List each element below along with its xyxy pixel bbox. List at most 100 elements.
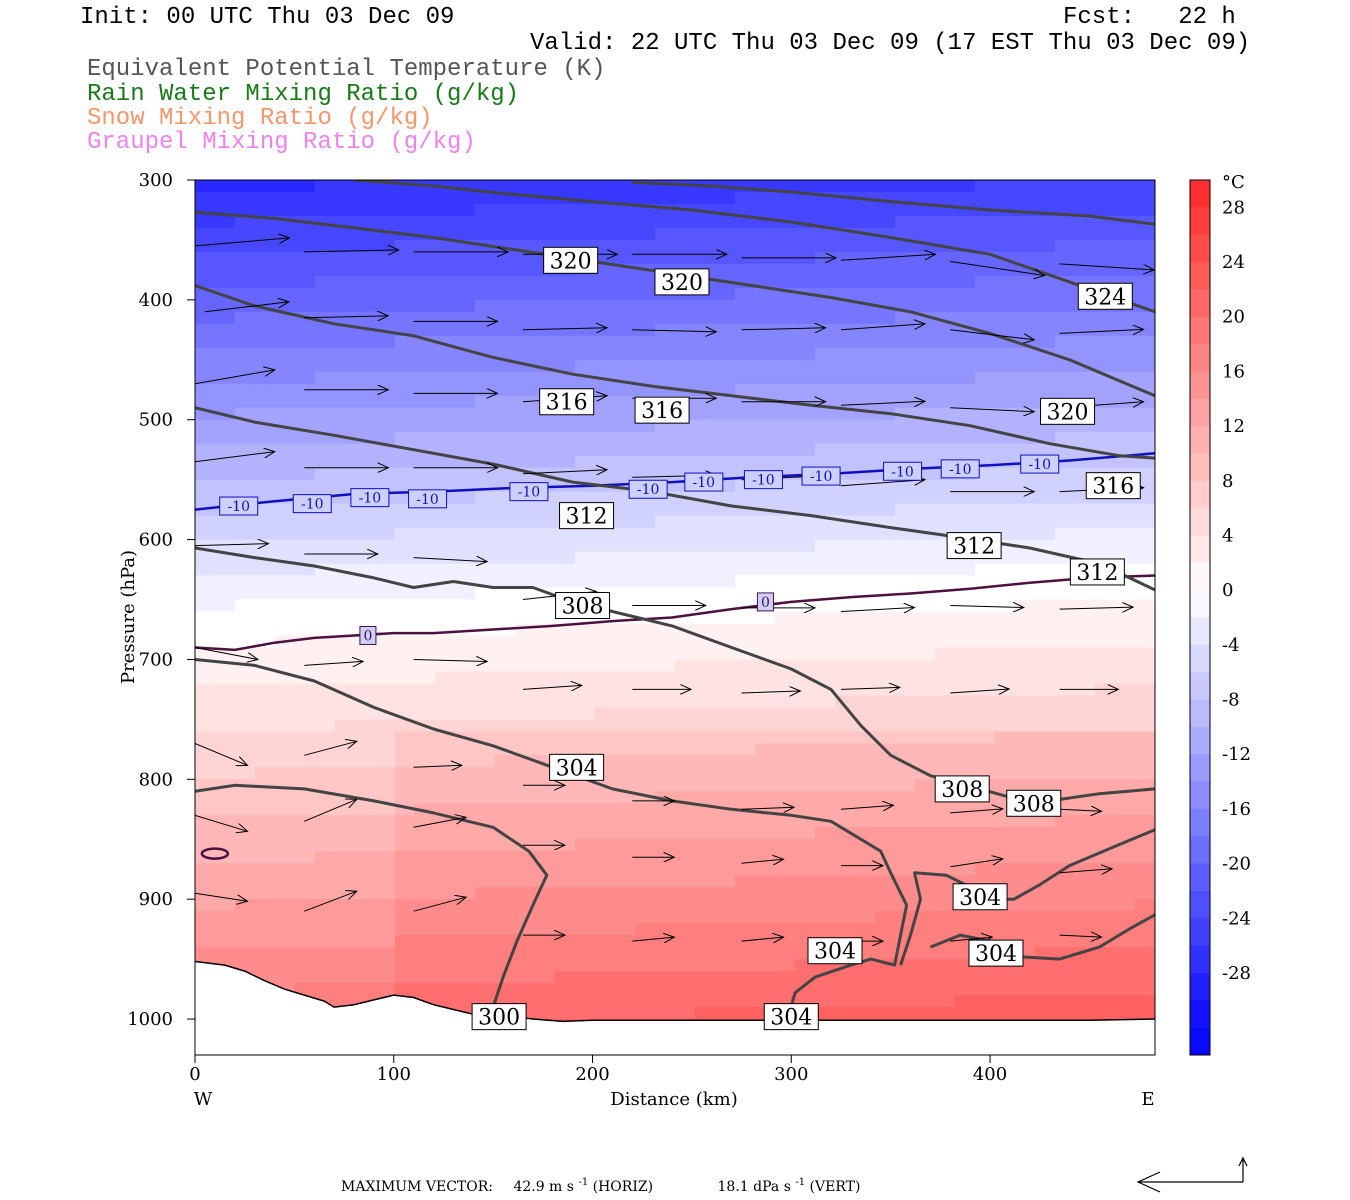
shade-cell <box>735 204 756 217</box>
shade-cell <box>535 647 556 661</box>
shade-cell <box>915 479 936 493</box>
shade-cell <box>915 731 936 744</box>
shade-cell <box>375 875 396 888</box>
shade-cell <box>855 791 876 804</box>
shade-cell <box>575 983 596 996</box>
shade-cell <box>775 647 796 661</box>
shade-cell <box>515 503 536 517</box>
shade-cell <box>595 383 616 397</box>
shade-cell <box>835 779 856 792</box>
shade-cell <box>555 311 576 325</box>
shade-cell <box>455 923 476 936</box>
shade-cell <box>915 431 936 445</box>
shade-cell <box>675 527 696 541</box>
shade-cell <box>615 815 636 828</box>
shade-cell <box>515 180 536 193</box>
shade-cell <box>655 455 676 469</box>
shade-cell <box>875 239 896 253</box>
shade-cell <box>1055 743 1076 756</box>
shade-cell <box>315 587 336 601</box>
shade-cell <box>435 299 456 313</box>
shade-cell <box>335 923 356 936</box>
x-axis-title: Distance (km) <box>610 1089 737 1110</box>
shade-cell <box>975 995 996 1008</box>
shade-cell <box>695 983 716 996</box>
shade-cell <box>1075 251 1096 265</box>
wind-vector <box>632 937 674 941</box>
shade-cell <box>435 767 456 780</box>
shade-cell <box>1055 899 1076 912</box>
shade-cell <box>495 707 516 720</box>
shade-cell <box>615 647 636 661</box>
shade-cell <box>315 323 336 337</box>
shade-cell <box>615 959 636 972</box>
shade-cell <box>275 587 296 601</box>
shade-cell <box>495 635 516 649</box>
shade-cell <box>955 719 976 732</box>
shade-cell <box>655 443 676 457</box>
shade-cell <box>955 491 976 505</box>
shade-cell <box>1035 911 1056 924</box>
shade-cell <box>455 971 476 984</box>
isotherm-label-text: -10 <box>637 482 660 498</box>
shade-cell <box>895 623 916 637</box>
shade-cell <box>1115 611 1136 625</box>
shade-cell <box>855 539 876 553</box>
shade-cell <box>615 767 636 780</box>
shade-cell <box>315 971 336 984</box>
shade-cell <box>515 395 536 409</box>
shade-cell <box>895 204 916 217</box>
shade-cell <box>535 815 556 828</box>
shade-cell <box>1035 767 1056 780</box>
shade-cell <box>435 707 456 720</box>
shade-cell <box>495 695 516 708</box>
shade-cell <box>675 251 696 265</box>
shade-cell <box>495 671 516 684</box>
isotherm-label: 0 <box>359 625 377 645</box>
shade-cell <box>1135 431 1155 445</box>
shade-cell <box>495 395 516 409</box>
shade-cell <box>255 251 276 265</box>
shade-cell <box>475 839 496 852</box>
shade-cell <box>455 251 476 265</box>
shade-cell <box>715 767 736 780</box>
shade-cell <box>675 779 696 792</box>
shade-cell <box>335 623 356 637</box>
shade-cell <box>355 851 376 864</box>
shade-cell <box>535 563 556 577</box>
shade-cell <box>215 251 236 265</box>
shade-cell <box>855 275 876 289</box>
shade-cell <box>575 204 596 217</box>
shade-cell <box>295 839 316 852</box>
shade-cell <box>655 719 676 732</box>
vert-max-value: 18.1 dPa s <box>718 1179 791 1195</box>
shade-cell <box>795 204 816 217</box>
shade-cell <box>1135 515 1155 529</box>
shade-cell <box>1115 227 1136 241</box>
shade-cell <box>675 875 696 888</box>
shade-cell <box>455 707 476 720</box>
shade-cell <box>1135 180 1155 193</box>
shade-cell <box>495 204 516 217</box>
shade-cell <box>975 216 996 229</box>
shade-cell <box>1015 815 1036 828</box>
shade-cell <box>275 791 296 804</box>
shade-cell <box>995 671 1016 684</box>
shade-cell <box>575 539 596 553</box>
shade-cell <box>335 371 356 385</box>
shade-cell <box>295 323 316 337</box>
shade-cell <box>1075 635 1096 649</box>
shade-cell <box>455 827 476 840</box>
shade-cell <box>795 275 816 289</box>
shade-cell <box>875 695 896 708</box>
shade-cell <box>755 299 776 313</box>
shade-cell <box>955 180 976 193</box>
shade-cell <box>595 335 616 349</box>
shade-cell <box>835 275 856 289</box>
shade-cell <box>1035 251 1056 265</box>
shade-cell <box>635 623 656 637</box>
shade-cell <box>315 863 336 876</box>
shade-cell <box>295 251 316 265</box>
shade-cell <box>475 683 496 696</box>
shade-cell <box>255 443 276 457</box>
